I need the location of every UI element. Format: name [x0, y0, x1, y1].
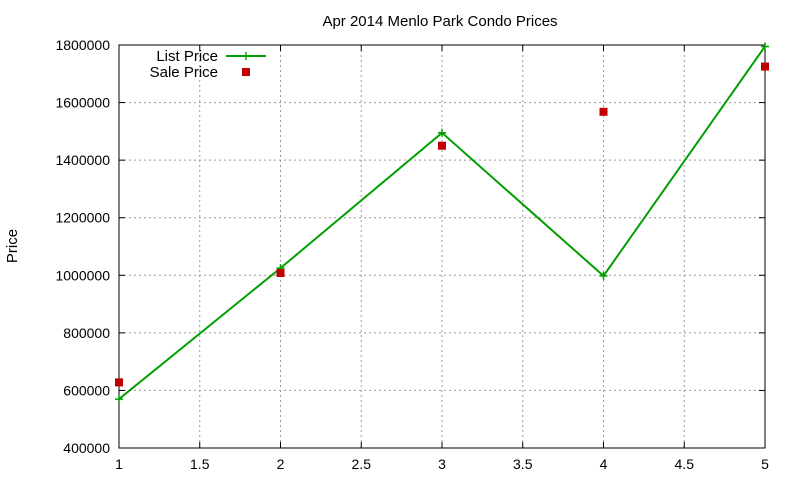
y-tick-label: 1200000 — [55, 210, 110, 226]
list-price-point — [115, 395, 123, 404]
y-axis-label: Price — [4, 229, 21, 263]
chart-title: Apr 2014 Menlo Park Condo Prices — [322, 13, 557, 30]
series — [115, 42, 769, 404]
grid — [119, 45, 765, 448]
y-tick-label: 600000 — [63, 382, 110, 398]
y-tick-label: 400000 — [63, 440, 110, 456]
sale-price-point — [599, 107, 608, 116]
legend-swatch-marker — [242, 52, 250, 60]
sale-price-point — [761, 62, 769, 71]
sale-price-point — [438, 141, 446, 150]
x-tick-label: 4.5 — [675, 456, 695, 472]
list-price-point — [438, 128, 446, 137]
axis-ticks: 1 1.5 2 2.5 3 3.5 4 4.5 5 400000 600000 800000 10000… — [55, 37, 769, 472]
list-price-point — [599, 271, 608, 280]
x-tick-label: 4 — [600, 456, 608, 472]
legend-swatch-marker — [242, 68, 250, 76]
y-tick-label: 1000000 — [55, 267, 110, 283]
list-price-point — [761, 42, 769, 51]
legend-label: List Price — [156, 48, 218, 65]
y-tick-label: 800000 — [63, 325, 110, 341]
sale-price-point — [276, 268, 285, 277]
y-tick-label: 1600000 — [55, 95, 110, 111]
x-tick-label: 2 — [277, 456, 285, 472]
y-tick-label: 1800000 — [55, 37, 110, 53]
sale-price-point — [115, 378, 123, 387]
y-tick-label: 1400000 — [55, 152, 110, 168]
x-tick-label: 1.5 — [190, 456, 210, 472]
x-tick-label: 1 — [115, 456, 123, 472]
legend-label: Sale Price — [150, 64, 218, 81]
x-tick-label: 5 — [761, 456, 769, 472]
x-tick-label: 3.5 — [513, 456, 533, 472]
x-tick-label: 3 — [438, 456, 446, 472]
x-tick-label: 2.5 — [352, 456, 372, 472]
